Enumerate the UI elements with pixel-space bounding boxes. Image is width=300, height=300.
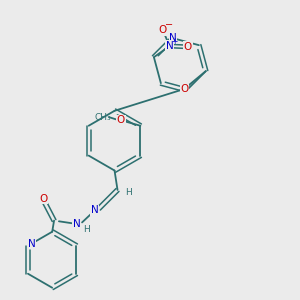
Text: −: − xyxy=(165,20,173,31)
Text: N: N xyxy=(166,41,173,51)
Text: O: O xyxy=(117,115,125,125)
Text: O: O xyxy=(159,25,167,35)
Text: H: H xyxy=(83,225,90,234)
Text: N: N xyxy=(73,219,80,229)
Text: N: N xyxy=(169,33,177,43)
Text: N: N xyxy=(28,239,36,249)
Text: +: + xyxy=(171,37,178,46)
Text: CH₃: CH₃ xyxy=(94,113,111,122)
Text: O: O xyxy=(180,84,188,94)
Text: O: O xyxy=(40,194,48,204)
Text: N: N xyxy=(91,206,98,215)
Text: O: O xyxy=(184,42,192,52)
Text: H: H xyxy=(125,188,132,197)
